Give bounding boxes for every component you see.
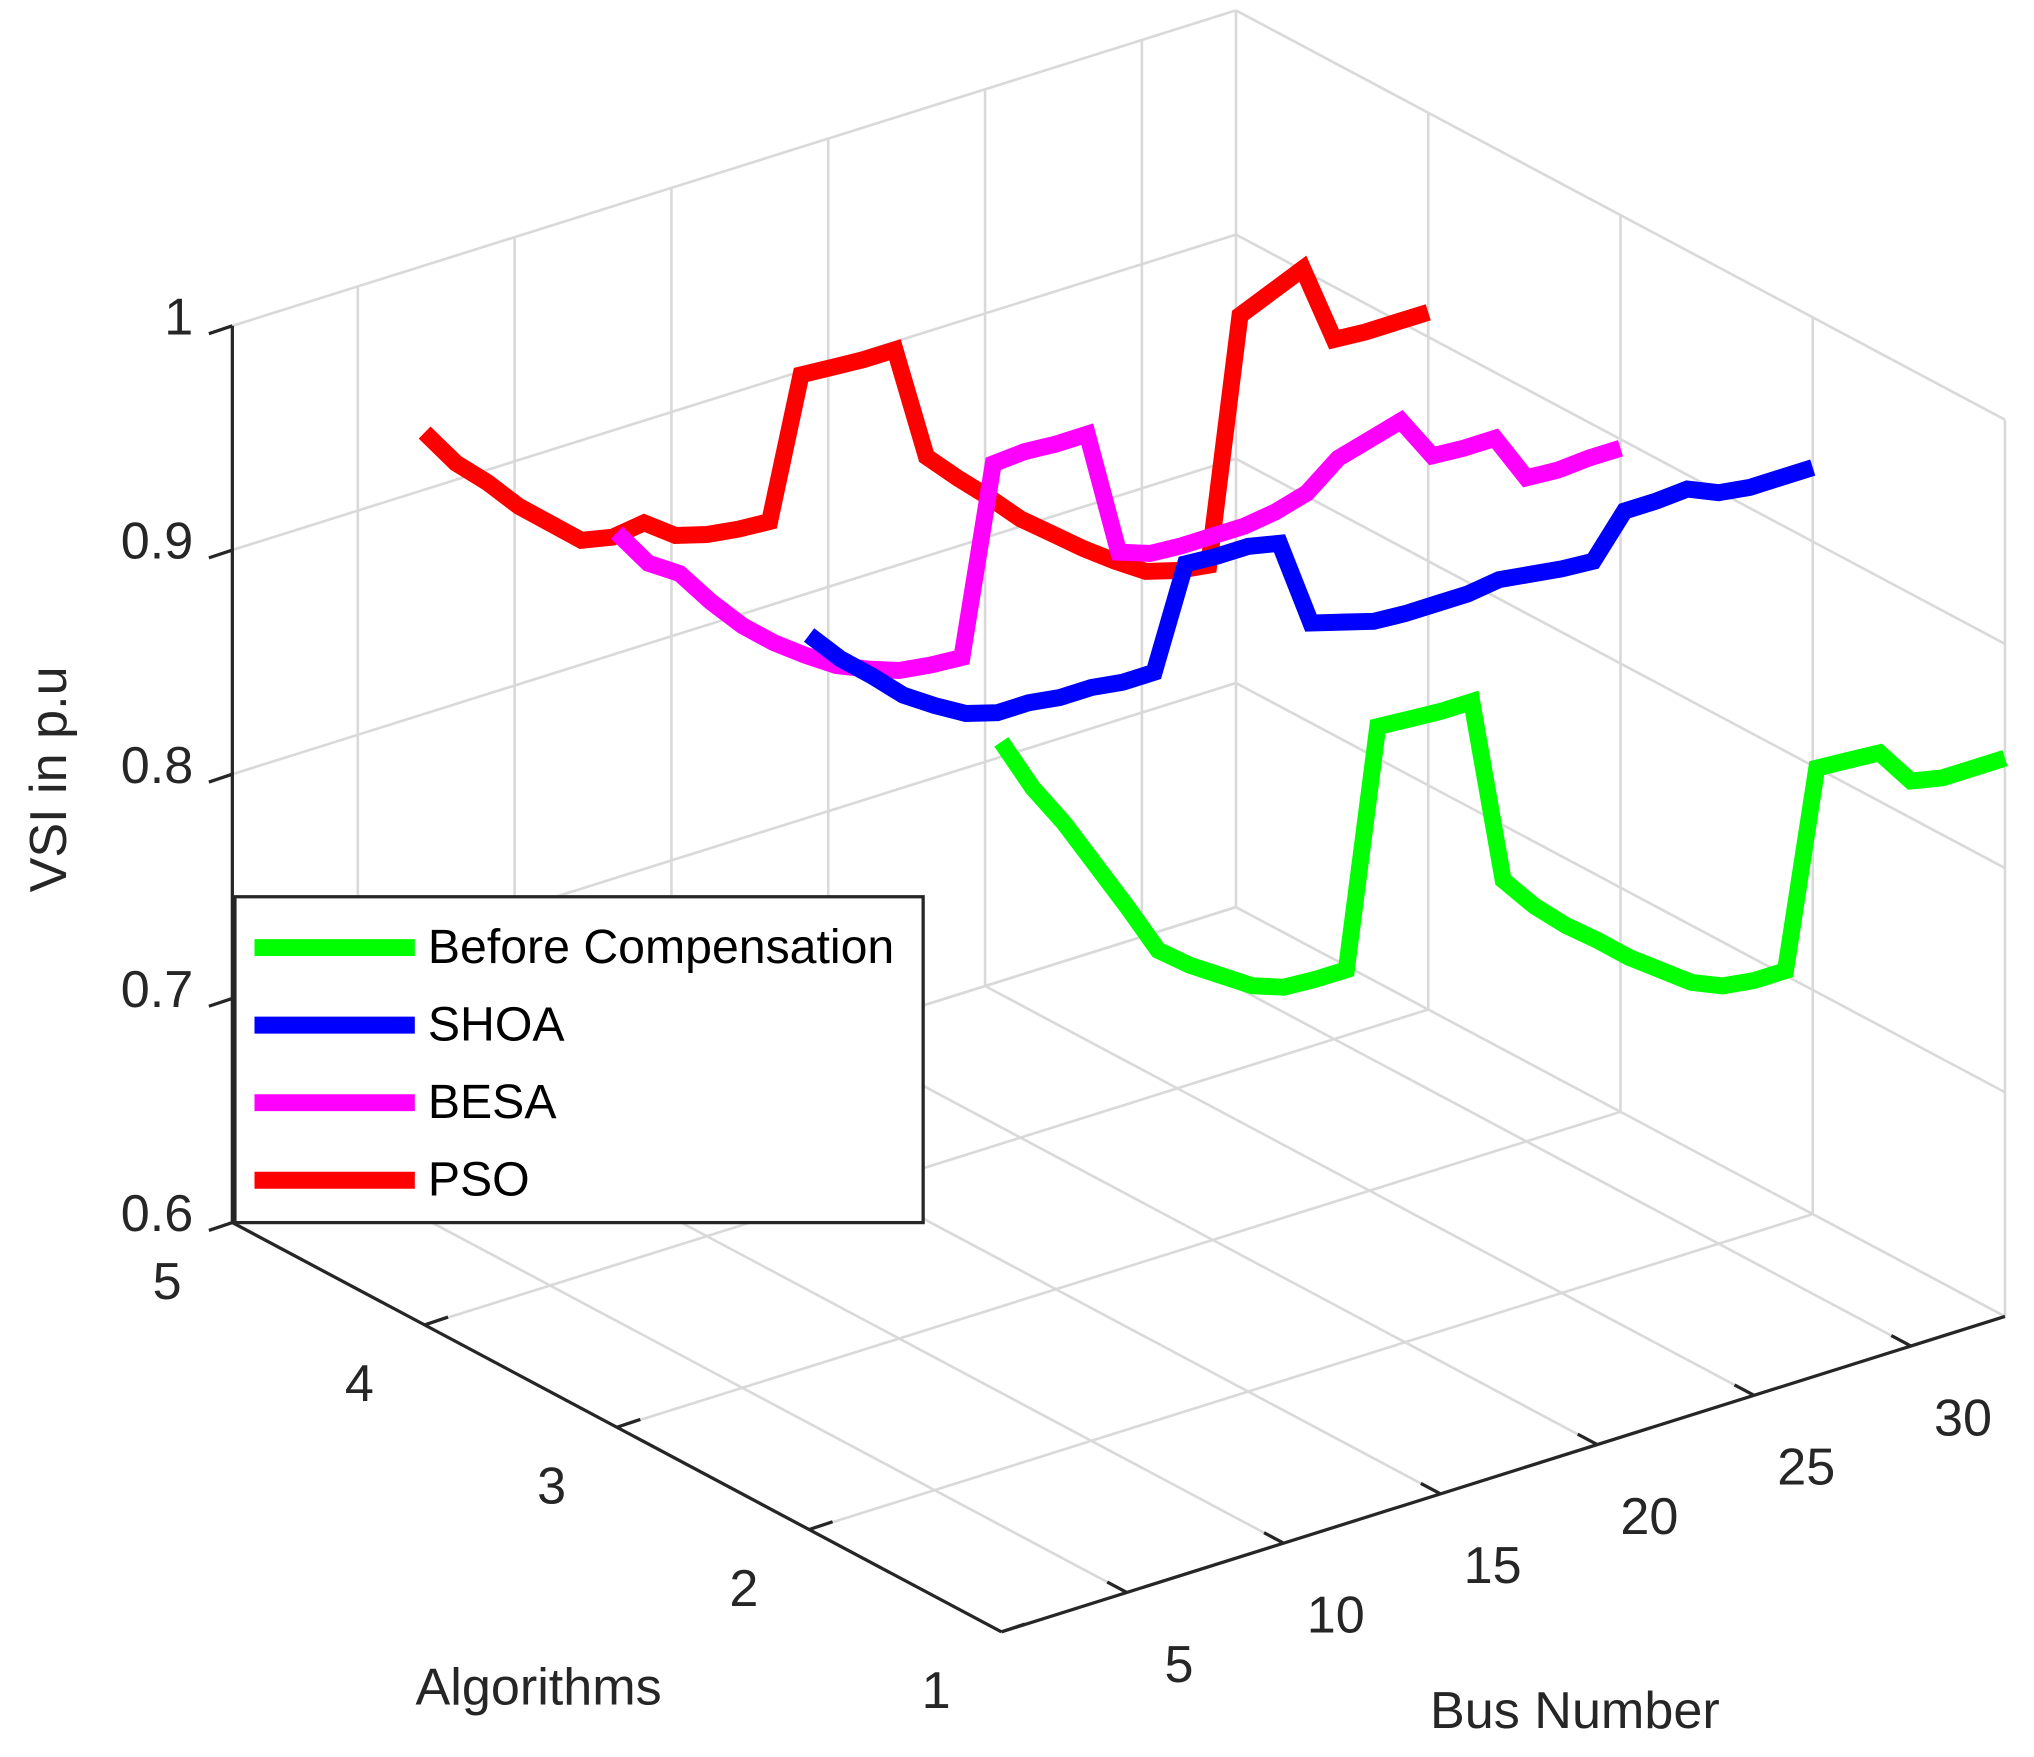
grid-line bbox=[1235, 9, 2006, 421]
z-axis-label: VSI in p.u bbox=[20, 666, 78, 892]
x-tick bbox=[1263, 1531, 1285, 1545]
grid-line bbox=[231, 233, 1237, 552]
z-tick bbox=[208, 1221, 233, 1232]
x-tick-label: 5 bbox=[1164, 1636, 1193, 1694]
legend-label: BESA bbox=[428, 1075, 557, 1129]
y-axis-label: Algorithms bbox=[416, 1658, 662, 1716]
z-tick bbox=[208, 996, 233, 1008]
legend-label: PSO bbox=[428, 1153, 530, 1207]
grid-line bbox=[231, 9, 1237, 328]
z-tick bbox=[208, 324, 233, 336]
grid-line bbox=[1235, 906, 2006, 1318]
y-tick-label: 4 bbox=[345, 1355, 374, 1413]
z-tick-label: 0.8 bbox=[121, 737, 193, 795]
z-tick-label: 1 bbox=[164, 288, 193, 346]
grid-line bbox=[1235, 681, 2006, 1094]
series-line bbox=[610, 410, 1623, 679]
y-tick-label: 3 bbox=[537, 1458, 566, 1516]
x-tick bbox=[1576, 1432, 1599, 1447]
legend: Before Compensation SHOA BESA PSO bbox=[233, 895, 925, 1225]
grid-line bbox=[424, 1008, 1429, 1327]
grid-line bbox=[1235, 457, 2006, 870]
z-tick-label: 0.9 bbox=[121, 513, 193, 571]
x-tick bbox=[1890, 1334, 1912, 1348]
series-line bbox=[994, 690, 2008, 996]
x-tick bbox=[1106, 1580, 1128, 1594]
series-line bbox=[803, 459, 1816, 722]
grid-line bbox=[808, 1212, 1814, 1531]
y-tick bbox=[424, 1315, 449, 1327]
x-tick bbox=[1420, 1482, 1442, 1496]
x-tick-label: 30 bbox=[1934, 1389, 1992, 1447]
z-tick-label: 0.7 bbox=[121, 961, 193, 1019]
grid-line bbox=[1235, 233, 2006, 646]
x-tick-label: 15 bbox=[1464, 1537, 1522, 1595]
x-axis bbox=[1000, 1314, 2006, 1634]
x-tick-label: 20 bbox=[1620, 1488, 1678, 1546]
z-tick bbox=[208, 772, 233, 784]
z-tick-label: 0.6 bbox=[121, 1185, 193, 1243]
x-tick-label: 10 bbox=[1307, 1587, 1365, 1645]
y-tick bbox=[1000, 1622, 1026, 1634]
legend-label: SHOA bbox=[428, 997, 565, 1051]
series-line bbox=[418, 255, 1431, 580]
z-tick bbox=[208, 548, 233, 560]
x-axis-label: Bus Number bbox=[1430, 1682, 1720, 1740]
y-tick-label: 2 bbox=[729, 1560, 758, 1618]
grid-line bbox=[616, 1110, 1621, 1429]
x-tick-label: 25 bbox=[1777, 1439, 1835, 1497]
y-tick bbox=[808, 1520, 834, 1532]
y-tick-label: 1 bbox=[922, 1662, 951, 1720]
legend-label: Before Compensation bbox=[428, 920, 894, 974]
y-tick bbox=[616, 1417, 641, 1429]
x-tick bbox=[1733, 1383, 1755, 1397]
legend-box bbox=[233, 895, 925, 1225]
y-tick-label: 5 bbox=[153, 1253, 182, 1311]
